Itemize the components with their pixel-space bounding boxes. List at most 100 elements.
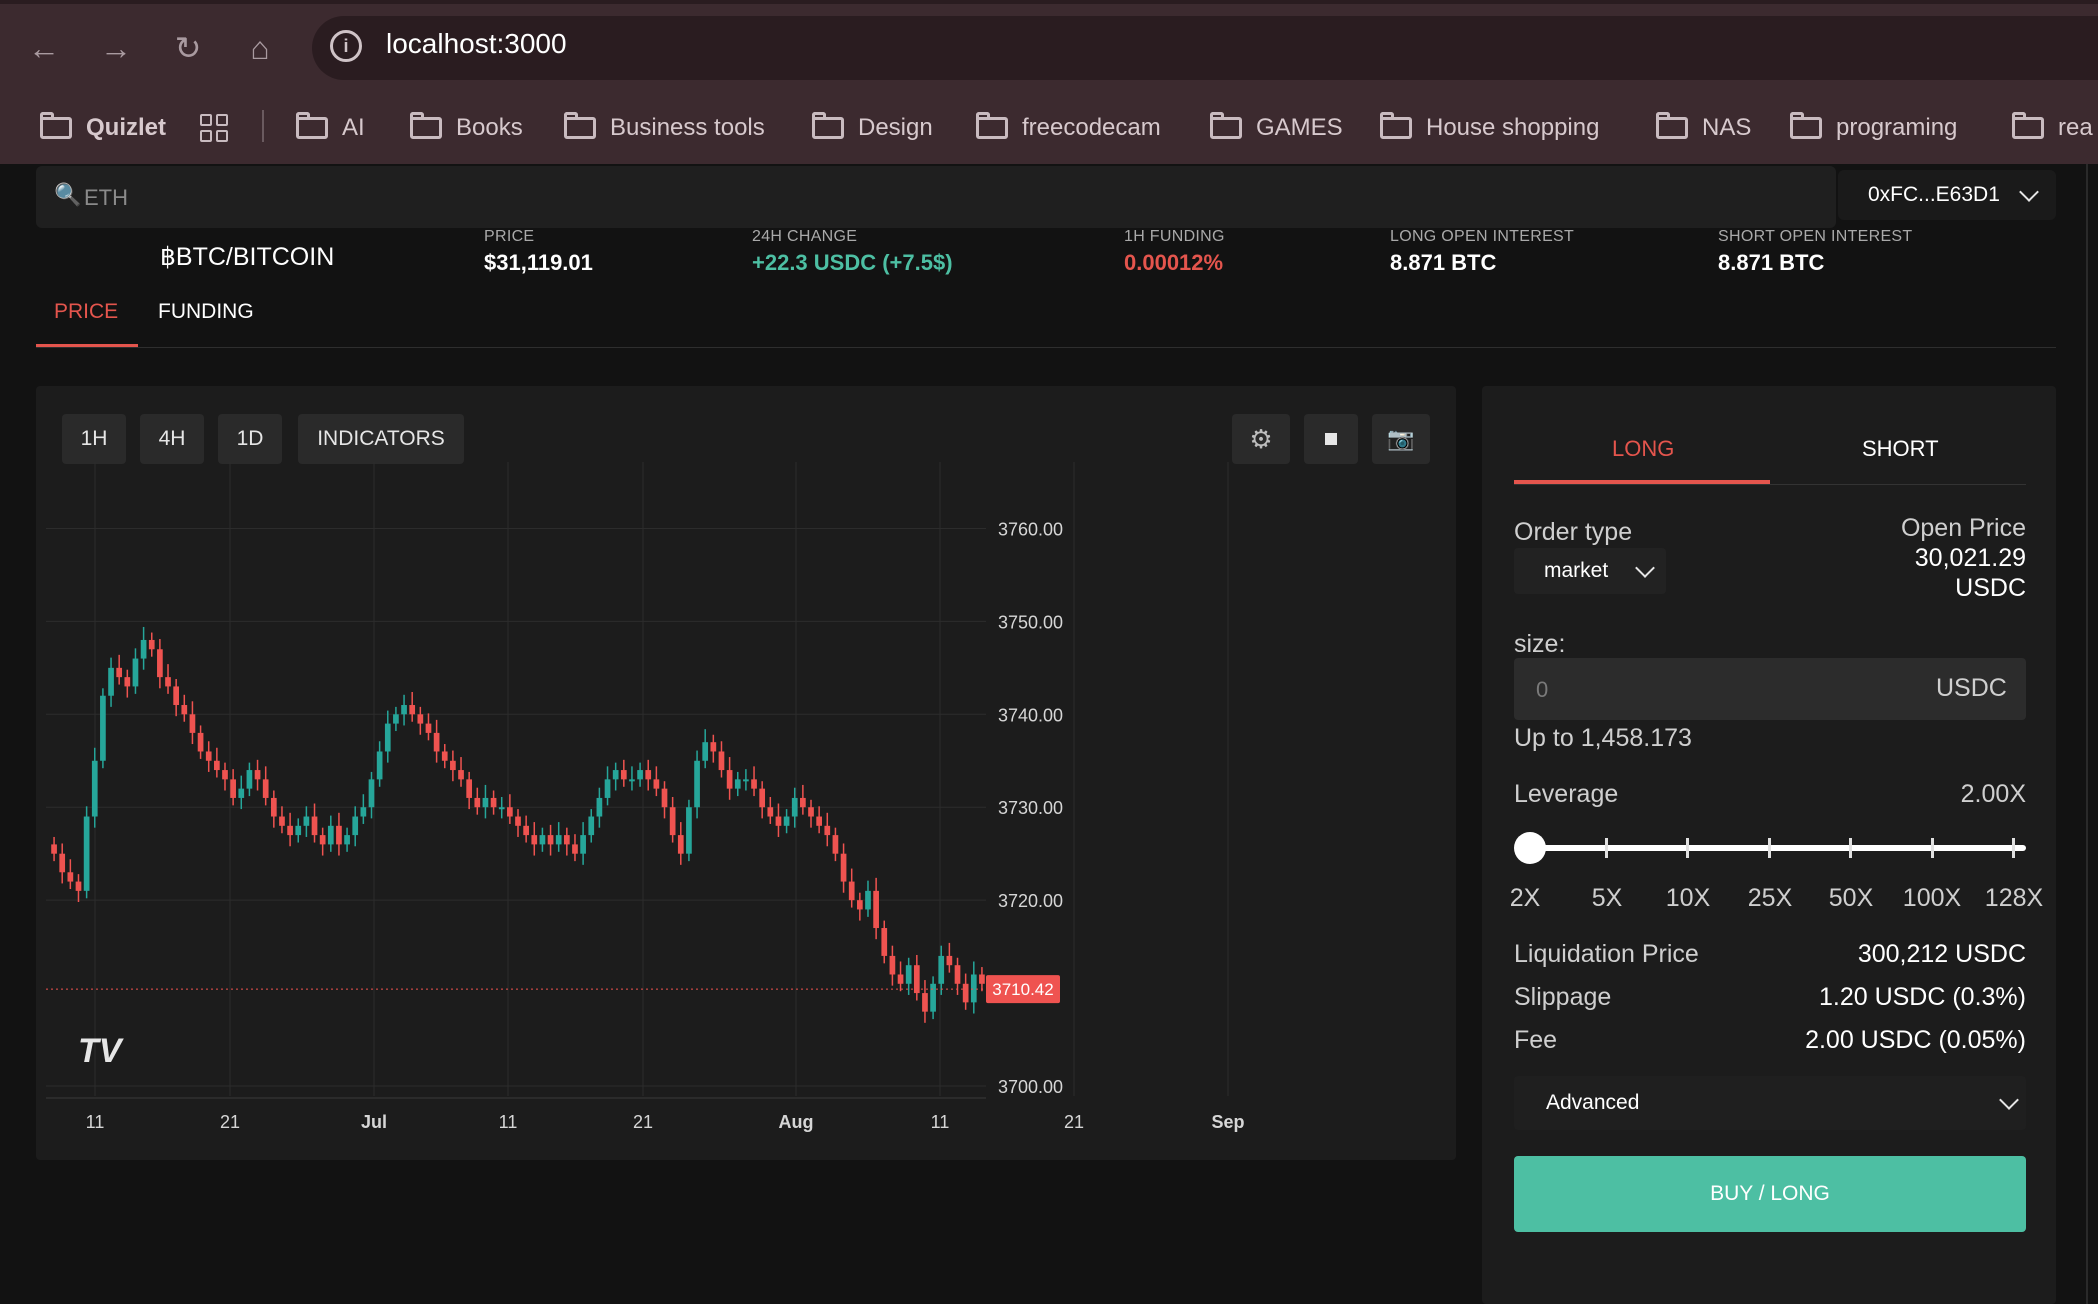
bookmark-design[interactable]: Design bbox=[812, 108, 933, 148]
bookmark-rea[interactable]: rea bbox=[2012, 108, 2098, 148]
bookmark-house-shopping[interactable]: House shopping bbox=[1380, 108, 1599, 148]
candle-body bbox=[352, 816, 359, 836]
leverage-slider-track[interactable] bbox=[1530, 845, 2026, 851]
folder-icon bbox=[1210, 112, 1242, 139]
address-bar[interactable] bbox=[312, 16, 2098, 80]
candle-body bbox=[612, 770, 619, 780]
advanced-label: Advanced bbox=[1546, 1091, 1640, 1114]
stat-long-open-interest: LONG OPEN INTEREST 8.871 BTC bbox=[1390, 228, 1574, 276]
leverage-mark: 50X bbox=[1828, 884, 1874, 912]
candle-body bbox=[889, 955, 896, 975]
wallet-account-button[interactable]: 0xFC...E63D1 bbox=[1838, 170, 2056, 220]
bookmark-label: AI bbox=[342, 114, 365, 141]
candle-body bbox=[230, 779, 236, 798]
order-type-select[interactable]: market bbox=[1514, 548, 1666, 594]
candle-body bbox=[930, 983, 936, 1012]
stat-label: 1H FUNDING bbox=[1124, 228, 1225, 245]
slider-tick bbox=[1686, 838, 1689, 858]
bookmark-business-tools[interactable]: Business tools bbox=[564, 108, 765, 148]
search-icon: 🔍 bbox=[54, 182, 82, 207]
forward-icon[interactable]: → bbox=[100, 29, 132, 66]
candle-body bbox=[629, 779, 635, 782]
tab-price[interactable]: PRICE bbox=[54, 300, 119, 323]
leverage-slider-thumb[interactable] bbox=[1514, 832, 1546, 864]
reload-icon[interactable]: ↻ bbox=[174, 30, 202, 66]
x-tick-label: 21 bbox=[633, 1112, 653, 1132]
candle-body bbox=[376, 751, 383, 780]
candle-body bbox=[148, 639, 155, 650]
bookmark-ai[interactable]: AI bbox=[296, 108, 365, 148]
advanced-options-toggle[interactable]: Advanced bbox=[1514, 1076, 2026, 1130]
bookmark-books[interactable]: Books bbox=[410, 108, 523, 148]
buy-long-button[interactable]: BUY / LONG bbox=[1514, 1156, 2026, 1232]
candle-body bbox=[865, 890, 871, 910]
candle-body bbox=[970, 974, 977, 1003]
leverage-mark: 2X bbox=[1509, 884, 1541, 912]
candle-body bbox=[783, 816, 790, 826]
bookmark-quizlet[interactable]: Quizlet bbox=[40, 108, 166, 148]
candle-body bbox=[922, 993, 928, 1012]
candle-body bbox=[905, 965, 912, 984]
candle-body bbox=[743, 779, 749, 782]
indicators-button[interactable]: INDICATORS bbox=[298, 414, 464, 464]
tab-long[interactable]: LONG bbox=[1612, 436, 1675, 461]
candle-body bbox=[441, 751, 448, 761]
candle-body bbox=[157, 649, 163, 678]
interval-1h-button[interactable]: 1H bbox=[62, 414, 126, 464]
last-price-tag bbox=[986, 975, 1060, 1004]
leverage-mark: 5X bbox=[1591, 884, 1623, 912]
chart-axes: 3760.00 3750.00 3740.00 3730.00 3720.00 3700.… bbox=[46, 519, 1245, 1132]
candle-body bbox=[132, 658, 139, 687]
site-info-icon[interactable]: i bbox=[330, 30, 362, 62]
y-tick-label: 3760.00 bbox=[998, 519, 1063, 539]
home-icon[interactable]: ⌂ bbox=[250, 29, 270, 66]
settings-gear-icon[interactable]: ⚙ bbox=[1232, 414, 1290, 464]
candle-body bbox=[572, 844, 578, 854]
page-scrollbar[interactable] bbox=[2086, 164, 2098, 1304]
order-tab-divider bbox=[1514, 484, 2026, 485]
candle-body bbox=[726, 770, 733, 789]
candle-body bbox=[51, 844, 57, 854]
chevron-down-icon bbox=[1635, 558, 1655, 578]
folder-icon bbox=[2012, 112, 2044, 139]
chevron-down-icon bbox=[1999, 1090, 2019, 1110]
stat-value: +22.3 USDC (+7.5$) bbox=[752, 250, 953, 275]
candle-body bbox=[108, 667, 114, 696]
candle-body bbox=[832, 835, 839, 854]
market-search-input[interactable] bbox=[82, 176, 1786, 220]
interval-1d-button[interactable]: 1D bbox=[218, 414, 282, 464]
bookmark-games[interactable]: GAMES bbox=[1210, 108, 1343, 148]
candle-body bbox=[246, 770, 253, 789]
candle-body bbox=[262, 779, 269, 798]
fullscreen-icon[interactable] bbox=[1304, 414, 1358, 464]
back-icon[interactable]: ← bbox=[28, 29, 60, 66]
tab-funding[interactable]: FUNDING bbox=[158, 300, 254, 323]
bookmark-freecodecam[interactable]: freecodecam bbox=[976, 108, 1161, 148]
candlestick-chart[interactable]: 3760.00 3750.00 3740.00 3730.00 3720.00 3700.… bbox=[36, 386, 1456, 1160]
x-tick-label: 21 bbox=[1064, 1112, 1084, 1132]
candle-body bbox=[287, 825, 293, 836]
bookmark-programing[interactable]: programing bbox=[1790, 108, 1957, 148]
candle-body bbox=[425, 723, 432, 733]
folder-icon bbox=[1790, 112, 1822, 139]
candle-body bbox=[946, 955, 953, 966]
url-text[interactable]: localhost:3000 bbox=[386, 28, 567, 59]
screenshot-camera-icon[interactable]: 📷 bbox=[1372, 414, 1430, 464]
bookmark-label: rea bbox=[2058, 114, 2093, 141]
bookmark-nas[interactable]: NAS bbox=[1656, 108, 1751, 148]
size-max-text: Up to 1,458.173 bbox=[1514, 724, 1692, 752]
tab-strip bbox=[0, 0, 2098, 4]
interval-4h-button[interactable]: 4H bbox=[140, 414, 204, 464]
candle-body bbox=[474, 797, 481, 808]
size-input[interactable] bbox=[1534, 668, 1898, 712]
candle-body bbox=[791, 797, 798, 817]
open-price-label: Open Price bbox=[1900, 514, 2026, 542]
candle-body bbox=[450, 760, 456, 771]
candle-body bbox=[254, 770, 261, 780]
size-unit: USDC bbox=[1936, 674, 2007, 702]
candle-body bbox=[124, 677, 131, 687]
tab-short[interactable]: SHORT bbox=[1862, 436, 1939, 461]
candle-body bbox=[401, 705, 407, 715]
apps-grid-icon[interactable] bbox=[200, 108, 228, 148]
tradingview-logo: TV bbox=[78, 1032, 125, 1070]
